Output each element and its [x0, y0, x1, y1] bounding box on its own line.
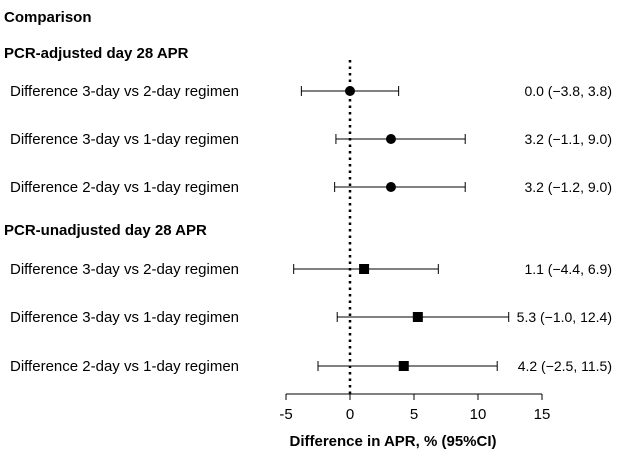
x-tick-label: 10	[470, 406, 487, 423]
estimate-point	[412, 312, 423, 322]
group-header: PCR-adjusted day 28 APR	[4, 45, 189, 62]
ci-text: 4.2 (−2.5, 11.5)	[518, 358, 612, 374]
ci-text: 3.2 (−1.1, 9.0)	[524, 131, 612, 147]
estimate-point	[385, 182, 396, 192]
row-label: Difference 3-day vs 1-day regimen	[10, 131, 239, 148]
ci-text: 0.0 (−3.8, 3.8)	[524, 83, 612, 99]
ci-text: 3.2 (−1.2, 9.0)	[524, 179, 612, 195]
row-label: Difference 3-day vs 2-day regimen	[10, 261, 239, 278]
ci-text: 1.1 (−4.4, 6.9)	[524, 261, 612, 277]
x-tick-label: 0	[346, 406, 354, 423]
group-header: PCR-unadjusted day 28 APR	[4, 222, 207, 239]
x-axis-ticks: -5 0 5 10 15	[279, 394, 550, 423]
rows-layer: PCR-adjusted day 28 APR Difference 3-day …	[4, 45, 612, 375]
estimate-point	[359, 264, 370, 274]
chart-title: Comparison	[4, 9, 92, 26]
estimate-point	[385, 134, 396, 144]
x-tick-label: 5	[410, 406, 418, 423]
row-label: Difference 2-day vs 1-day regimen	[10, 358, 239, 375]
row-label: Difference 3-day vs 2-day regimen	[10, 83, 239, 100]
x-axis-label: Difference in APR, % (95%CI)	[290, 433, 497, 450]
estimate-point	[398, 361, 409, 371]
estimate-point	[345, 86, 355, 96]
x-tick-label: -5	[279, 406, 292, 423]
row-label: Difference 3-day vs 1-day regimen	[10, 309, 239, 326]
marks-layer	[293, 86, 510, 371]
ci-text: 5.3 (−1.0, 12.4)	[517, 309, 612, 325]
row-label: Difference 2-day vs 1-day regimen	[10, 179, 239, 196]
x-tick-label: 15	[534, 406, 551, 423]
